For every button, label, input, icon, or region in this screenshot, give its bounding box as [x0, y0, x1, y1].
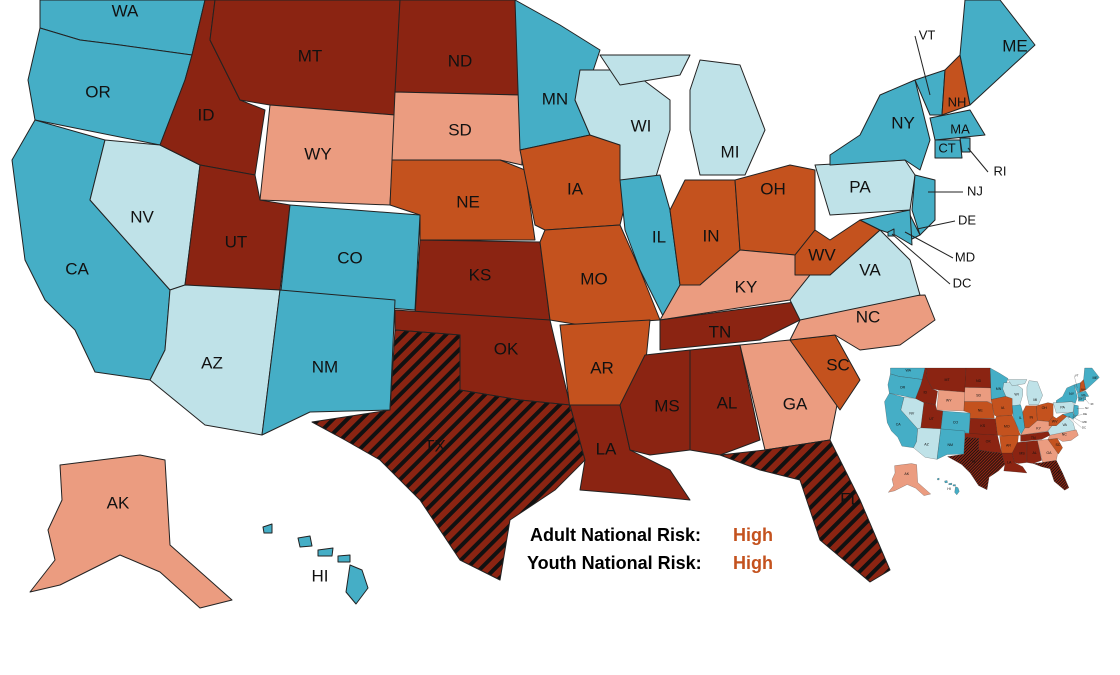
state-label: OK	[494, 339, 519, 358]
state-shape	[311, 329, 586, 581]
state-shape	[29, 454, 233, 609]
state-shape	[389, 159, 536, 241]
state-shape	[262, 523, 273, 534]
state-label: MT	[298, 46, 323, 65]
state-label: TX	[424, 436, 446, 455]
leader-line	[967, 147, 989, 173]
state-label: ID	[198, 105, 215, 124]
youth-risk-level: High	[733, 553, 773, 573]
state-label: HI	[312, 566, 329, 585]
state-label: NY	[891, 113, 915, 132]
state-shape	[959, 0, 1036, 106]
leader-line	[891, 233, 951, 285]
state-label: OH	[760, 179, 786, 198]
state-label: WA	[112, 1, 139, 20]
state-shape	[829, 79, 931, 171]
state-label: WI	[631, 116, 652, 135]
state-label: UT	[225, 232, 248, 251]
state-label: SD	[448, 120, 472, 139]
leader-line	[916, 220, 956, 230]
state-label: CT	[938, 140, 955, 155]
state-label: NV	[130, 207, 154, 226]
state-shape	[689, 59, 766, 176]
state-label: NC	[856, 307, 881, 326]
state-shape	[659, 299, 811, 351]
state-label: CO	[337, 248, 363, 267]
state-label: IA	[567, 179, 584, 198]
state-label: KS	[469, 265, 492, 284]
state-shape	[317, 547, 334, 557]
state-label: GA	[783, 394, 808, 413]
state-label: OR	[85, 82, 111, 101]
state-shape	[391, 91, 523, 166]
adult-risk-label: Adult National Risk:	[530, 525, 701, 545]
us-map: WA OR CA NV ID MT WY UT CO AZ NM ND SD NE KS OK TX MN IA MO…	[11, 0, 1036, 609]
state-shape	[911, 174, 936, 236]
state-label: IL	[652, 227, 666, 246]
state-shape	[599, 54, 691, 86]
state-shape	[337, 554, 351, 563]
state-label: DC	[953, 275, 972, 290]
state-label: AR	[590, 358, 614, 377]
state-label: KY	[735, 277, 758, 296]
state-label: SC	[826, 355, 850, 374]
state-shape	[689, 344, 761, 456]
state-label: WY	[304, 144, 331, 163]
state-label: CA	[65, 259, 89, 278]
state-label: MS	[654, 396, 680, 415]
state-label: MA	[950, 121, 970, 136]
state-label: AZ	[201, 353, 223, 372]
leader-line	[914, 35, 931, 96]
leader-line	[904, 231, 954, 259]
state-label: DE	[958, 212, 976, 227]
state-label: AL	[717, 393, 738, 412]
state-label: MD	[955, 249, 975, 264]
state-label: MO	[580, 269, 607, 288]
adult-risk-level: High	[733, 525, 773, 545]
state-label: ND	[448, 51, 473, 70]
state-label: NJ	[967, 183, 983, 198]
state-label: AK	[107, 493, 130, 512]
state-shape	[297, 535, 313, 548]
state-shape	[929, 109, 986, 141]
state-shape	[394, 0, 521, 96]
state-label: WV	[808, 245, 836, 264]
state-label: FL	[840, 489, 860, 508]
state-shape	[261, 289, 396, 436]
state-shape	[345, 564, 369, 605]
state-label: RI	[994, 163, 1007, 178]
state-label: NH	[948, 94, 967, 109]
state-label: VT	[919, 27, 936, 42]
state-shape	[719, 439, 891, 583]
state-label: PA	[849, 177, 871, 196]
state-label: TN	[709, 322, 732, 341]
state-shape	[959, 137, 971, 153]
state-label: NE	[456, 192, 480, 211]
state-label: IN	[703, 226, 720, 245]
state-label: LA	[596, 439, 617, 458]
state-label: MN	[542, 89, 568, 108]
state-shape	[934, 139, 963, 159]
youth-risk-label: Youth National Risk:	[527, 553, 702, 573]
state-shape	[859, 209, 913, 246]
state-label: VA	[859, 260, 881, 279]
state-label: ME	[1002, 36, 1028, 55]
inset-map	[884, 367, 1100, 496]
state-label: MI	[721, 142, 740, 161]
state-label: NM	[312, 357, 338, 376]
